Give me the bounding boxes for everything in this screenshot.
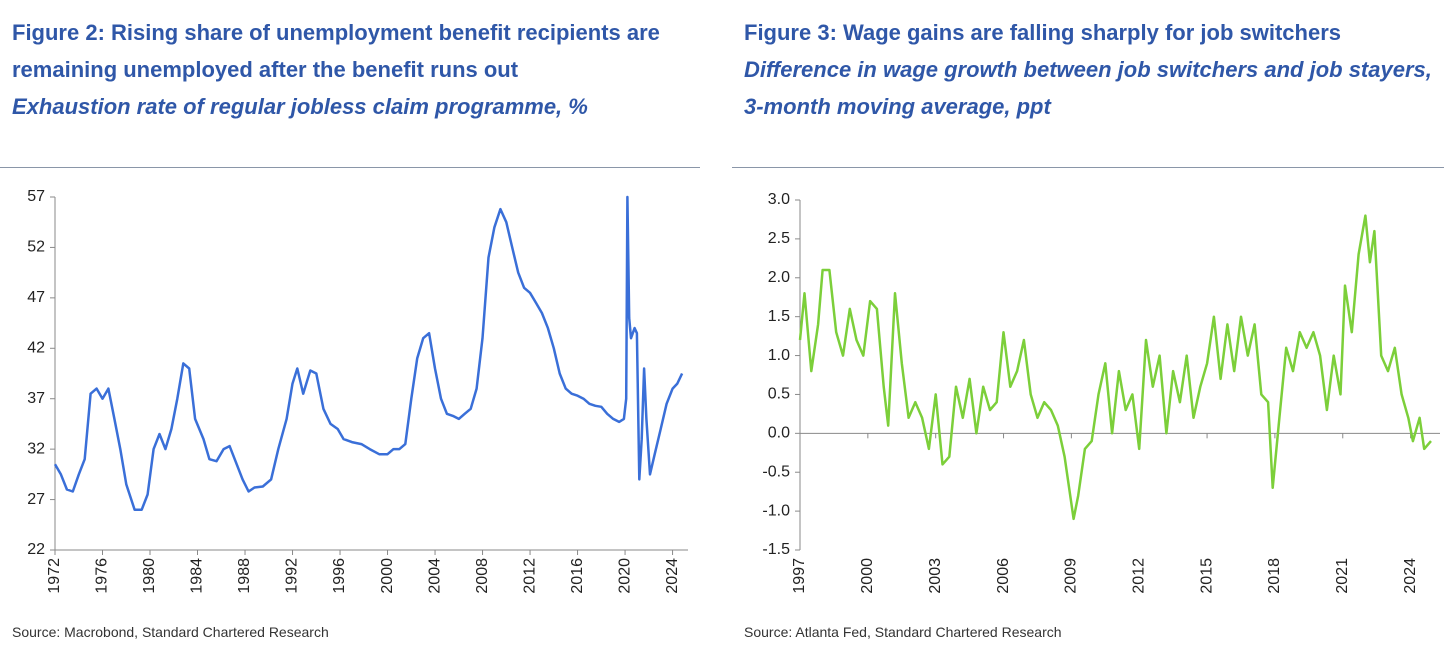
- rule: [0, 167, 700, 168]
- y-tick-label: 57: [27, 188, 45, 205]
- y-tick-label: 42: [27, 340, 45, 357]
- x-tick-label: 1992: [284, 558, 301, 594]
- x-tick-label: 1996: [331, 558, 348, 594]
- x-tick-label: 2003: [927, 558, 944, 594]
- rule: [732, 167, 1444, 168]
- x-tick-label: 2024: [1402, 558, 1419, 594]
- chart-subtitle: Exhaustion rate of regular jobless claim…: [12, 94, 588, 119]
- x-tick-label: 2015: [1198, 558, 1215, 594]
- y-tick-label: 0.5: [768, 386, 790, 403]
- x-tick-label: 2012: [521, 558, 538, 594]
- y-tick-label: 3.0: [768, 191, 790, 208]
- x-tick-label: 1988: [236, 558, 253, 594]
- chart-subtitle: Difference in wage growth between job sw…: [744, 57, 1432, 119]
- x-tick-label: 2016: [569, 558, 586, 594]
- source: Source: Macrobond, Standard Chartered Re…: [12, 624, 329, 640]
- x-tick-label: 2012: [1130, 558, 1147, 594]
- chart: 22 27 32 37 42 47 52 57 1972 1976 1980 1984 1988 1992…: [27, 188, 688, 594]
- y-tick-label: 27: [27, 491, 45, 508]
- panel: Figure 3: Wage gains are falling sharply…: [732, 0, 1456, 655]
- text-block: Figure 3: Wage gains are falling sharply…: [744, 14, 1456, 125]
- source: Source: Atlanta Fed, Standard Chartered …: [744, 624, 1062, 640]
- line: [798, 214, 1432, 521]
- x-tick-label: 2009: [1063, 558, 1080, 594]
- y-tick-label: 52: [27, 239, 45, 256]
- y-tick-label: 0.0: [768, 425, 790, 442]
- y-tick-label: 32: [27, 440, 45, 457]
- x-tick-label: 2020: [616, 558, 633, 594]
- x-tick-label: 2004: [426, 558, 443, 594]
- x-tick-label: 1980: [141, 558, 158, 594]
- chart-title: Figure 2: Rising share of unemployment b…: [12, 20, 660, 82]
- x-tick-label: 2008: [474, 558, 491, 594]
- chart-title: Figure 3: Wage gains are falling sharply…: [744, 20, 1341, 45]
- x-tick-label: 2006: [995, 558, 1012, 594]
- x-tick-label: 2000: [379, 558, 396, 594]
- y-tick-label: -1.5: [762, 541, 790, 558]
- x-tick-label: 2000: [859, 558, 876, 594]
- x-tick-label: 1972: [46, 558, 63, 594]
- y-tick-label: -1.0: [762, 502, 790, 519]
- y-tick-label: 2.0: [768, 269, 790, 286]
- y-tick-label: -0.5: [762, 463, 790, 480]
- x-tick-label: 1976: [94, 558, 111, 594]
- x-tick-label: 2024: [664, 558, 681, 594]
- chart: -1.5 -1.0 -0.5 0.0 0.5 1.0 1.5 2.0 2.5 3.0 1997 200…: [762, 191, 1440, 594]
- x-tick-label: 1984: [189, 558, 206, 594]
- y-tick-label: 22: [27, 541, 45, 558]
- x-tick-label: 1997: [791, 558, 808, 594]
- panel: Figure 2: Rising share of unemployment b…: [0, 0, 700, 655]
- x-tick-label: 2018: [1266, 558, 1283, 594]
- y-tick-label: 47: [27, 289, 45, 306]
- y-tick-label: 37: [27, 390, 45, 407]
- y-tick-label: 1.5: [768, 308, 790, 325]
- x-tick-label: 2021: [1334, 558, 1351, 594]
- line: [53, 195, 684, 511]
- y-tick-label: 2.5: [768, 230, 790, 247]
- text-block: Figure 2: Rising share of unemployment b…: [12, 14, 692, 125]
- y-tick-label: 1.0: [768, 347, 790, 364]
